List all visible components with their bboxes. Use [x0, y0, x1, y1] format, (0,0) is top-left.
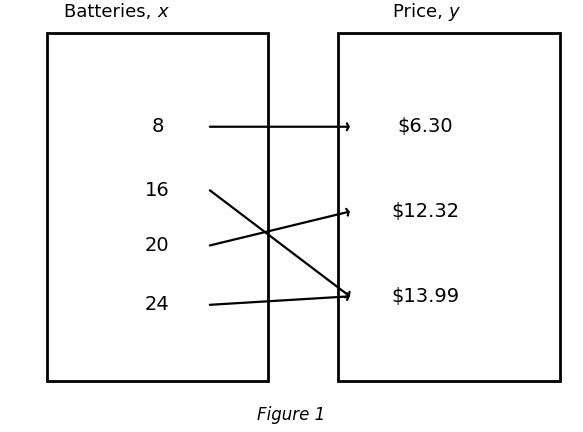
- Text: 24: 24: [145, 295, 170, 314]
- Text: 20: 20: [145, 236, 170, 255]
- Text: $12.32: $12.32: [392, 202, 459, 221]
- FancyBboxPatch shape: [338, 33, 560, 381]
- Text: 16: 16: [145, 181, 170, 200]
- Text: Batteries,: Batteries,: [64, 3, 157, 21]
- Text: y: y: [449, 3, 459, 21]
- Text: x: x: [157, 3, 168, 21]
- FancyBboxPatch shape: [47, 33, 268, 381]
- Text: $13.99: $13.99: [392, 287, 459, 306]
- Text: 8: 8: [151, 117, 164, 136]
- Text: Figure 1: Figure 1: [257, 406, 326, 424]
- Text: $6.30: $6.30: [398, 117, 454, 136]
- Text: Price,: Price,: [394, 3, 449, 21]
